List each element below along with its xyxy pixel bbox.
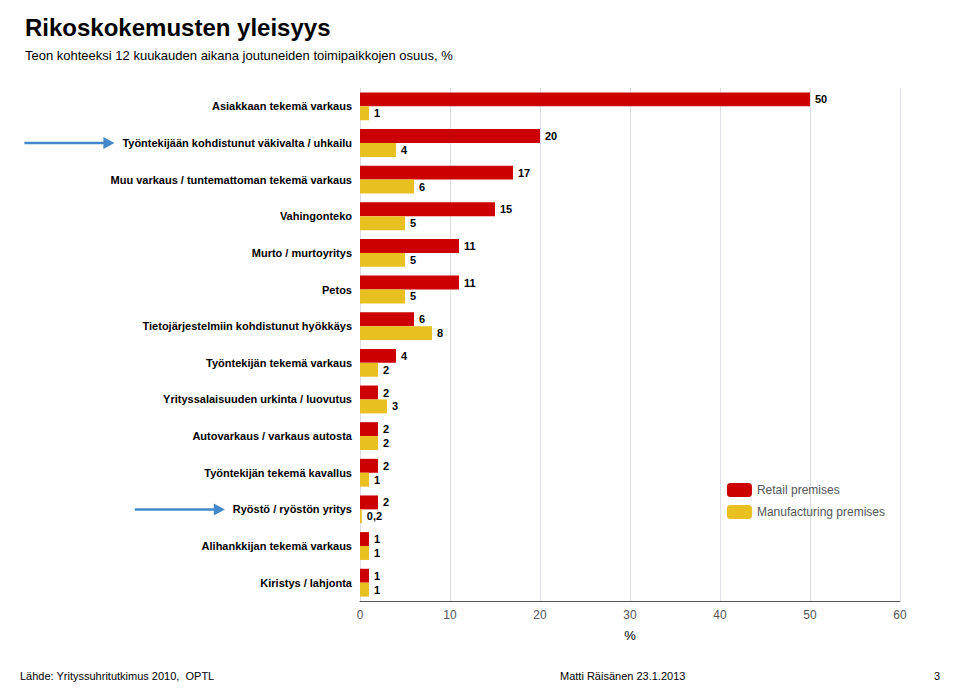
svg-text:0: 0 (357, 608, 364, 622)
svg-text:10: 10 (443, 608, 457, 622)
svg-text:2: 2 (383, 423, 389, 435)
svg-text:1: 1 (374, 570, 380, 582)
svg-text:2: 2 (383, 496, 389, 508)
svg-text:4: 4 (401, 144, 408, 156)
svg-text:Asiakkaan tekemä varkaus: Asiakkaan tekemä varkaus (212, 100, 352, 112)
svg-text:Kiristys / lahjonta: Kiristys / lahjonta (260, 577, 353, 589)
svg-text:40: 40 (713, 608, 727, 622)
svg-text:Yrityssalaisuuden urkinta / lu: Yrityssalaisuuden urkinta / luovutus (163, 393, 352, 405)
svg-text:Alihankkijan tekemä varkaus: Alihankkijan tekemä varkaus (202, 540, 352, 552)
svg-text:2: 2 (383, 460, 389, 472)
svg-text:Petos: Petos (322, 284, 352, 296)
svg-text:%: % (624, 628, 636, 643)
svg-text:1: 1 (374, 584, 380, 596)
svg-text:Työntekijän tekemä kavallus: Työntekijän tekemä kavallus (204, 467, 352, 479)
svg-text:1: 1 (374, 107, 380, 119)
svg-text:Työntekijään kohdistunut väkiv: Työntekijään kohdistunut väkivalta / uhk… (122, 137, 352, 149)
svg-text:Muu varkaus / tuntemattoman te: Muu varkaus / tuntemattoman tekemä varka… (111, 174, 352, 186)
svg-text:Retail premises: Retail premises (757, 483, 840, 497)
svg-text:60: 60 (893, 608, 907, 622)
svg-text:Työntekijän tekemä varkaus: Työntekijän tekemä varkaus (206, 357, 352, 369)
svg-text:0,2: 0,2 (367, 510, 382, 522)
svg-text:8: 8 (437, 327, 443, 339)
svg-text:1: 1 (374, 474, 380, 486)
svg-text:30: 30 (623, 608, 637, 622)
svg-text:3: 3 (392, 400, 398, 412)
svg-text:3: 3 (934, 670, 940, 682)
svg-text:11: 11 (464, 277, 476, 289)
svg-text:6: 6 (419, 313, 425, 325)
svg-text:4: 4 (401, 350, 408, 362)
svg-text:15: 15 (500, 203, 512, 215)
svg-text:Vahingonteko: Vahingonteko (280, 210, 352, 222)
svg-text:1: 1 (374, 533, 380, 545)
svg-text:5: 5 (410, 217, 416, 229)
svg-text:5: 5 (410, 254, 416, 266)
svg-text:2: 2 (383, 364, 389, 376)
svg-text:2: 2 (383, 387, 389, 399)
svg-text:Manufacturing premises: Manufacturing premises (757, 505, 885, 519)
svg-text:Teon kohteeksi 12 kuukauden ai: Teon kohteeksi 12 kuukauden aikana joutu… (25, 48, 453, 63)
svg-text:Autovarkaus / varkaus autosta: Autovarkaus / varkaus autosta (192, 430, 352, 442)
svg-text:1: 1 (374, 547, 380, 559)
svg-text:11: 11 (464, 240, 476, 252)
svg-text:5: 5 (410, 290, 416, 302)
svg-text:2: 2 (383, 437, 389, 449)
svg-text:Rikoskokemusten yleisyys: Rikoskokemusten yleisyys (25, 14, 331, 41)
svg-text:50: 50 (803, 608, 817, 622)
svg-text:Murto / murtoyritys: Murto / murtoyritys (252, 247, 352, 259)
svg-text:Matti Räisänen 23.1.2013: Matti Räisänen 23.1.2013 (560, 670, 685, 682)
svg-text:50: 50 (815, 93, 827, 105)
svg-text:17: 17 (518, 167, 530, 179)
svg-text:6: 6 (419, 181, 425, 193)
svg-text:Lähde: Yrityssuhritutkimus 201: Lähde: Yrityssuhritutkimus 2010, OPTL (20, 670, 214, 682)
svg-text:20: 20 (545, 130, 557, 142)
svg-text:Ryöstö / ryöstön yritys: Ryöstö / ryöstön yritys (233, 503, 352, 515)
svg-text:Tietojärjestelmiin kohdistunut: Tietojärjestelmiin kohdistunut hyökkäys (143, 320, 352, 332)
svg-text:20: 20 (533, 608, 547, 622)
